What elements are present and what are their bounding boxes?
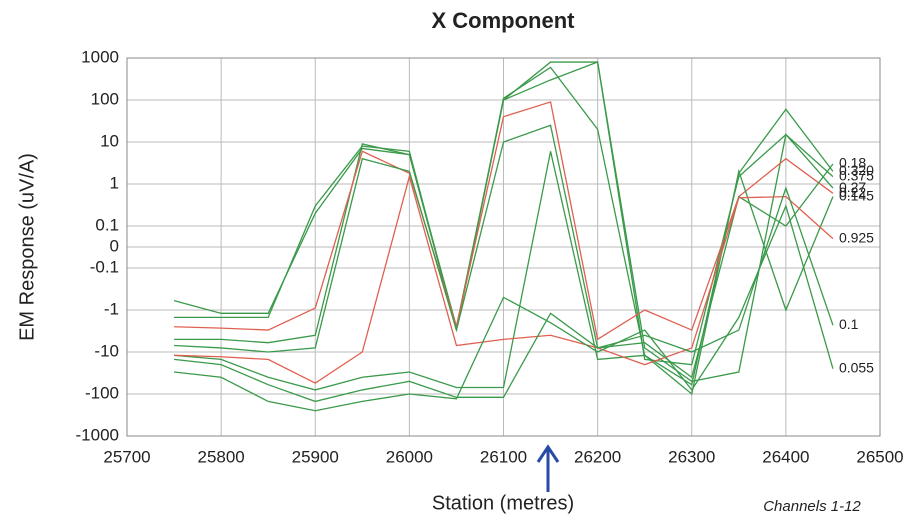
y-tick-label: -1 — [104, 299, 119, 318]
series-label: 0.18 — [839, 155, 866, 171]
x-tick-label: 26300 — [668, 447, 715, 466]
series-label: 0.055 — [839, 359, 874, 375]
y-tick-label: -1000 — [76, 425, 119, 444]
y-tick-label: 10 — [100, 131, 119, 150]
series-line — [174, 124, 834, 379]
series-label: 0.375 — [839, 167, 874, 183]
x-axis-label: Station (metres) — [432, 492, 574, 514]
series-label: 0.27 — [839, 179, 866, 195]
arrow — [536, 444, 560, 492]
x-tick-label: 25700 — [103, 447, 150, 466]
x-tick-label: 25800 — [197, 447, 244, 466]
series-line — [174, 101, 834, 341]
y-tick-label: -0.1 — [90, 257, 119, 276]
series-label: 0.1 — [839, 316, 859, 332]
series-line — [174, 61, 834, 383]
x-tick-label: 26200 — [574, 447, 621, 466]
note: Channels 1-12 — [763, 498, 861, 515]
series-label: 0.320 — [839, 162, 874, 178]
x-tick-label: 26000 — [386, 447, 433, 466]
x-tick-label: 26400 — [762, 447, 809, 466]
series-line — [174, 151, 834, 396]
series-line — [173, 204, 834, 412]
series-label: 0.22 — [839, 184, 866, 200]
y-tick-label: 0 — [110, 236, 119, 255]
y-tick-label: 100 — [91, 89, 119, 108]
x-tick-label: 26500 — [856, 447, 903, 466]
x-tick-label: 26100 — [480, 447, 527, 466]
y-axis-label: EM Response (uV/A) — [16, 153, 38, 341]
series-label: 0.925 — [839, 229, 874, 245]
y-tick-label: 0.1 — [95, 215, 119, 234]
series-line — [174, 174, 834, 384]
y-tick-label: -10 — [94, 341, 119, 360]
x-tick-label: 25900 — [292, 447, 339, 466]
chart-title: X Component — [432, 8, 576, 33]
plot-border — [126, 57, 881, 437]
series-label: 0.145 — [839, 187, 874, 203]
y-tick-label: 1 — [110, 173, 119, 192]
series-line — [173, 186, 834, 403]
y-tick-label: 1000 — [81, 47, 119, 66]
y-tick-label: -100 — [85, 383, 119, 402]
